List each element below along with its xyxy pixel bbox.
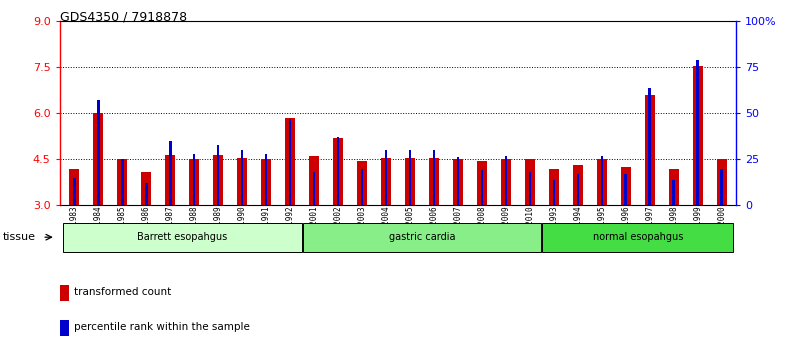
Bar <box>716 159 728 205</box>
Bar <box>313 172 315 205</box>
Bar <box>165 155 175 205</box>
Bar <box>96 101 100 205</box>
Bar <box>529 172 532 205</box>
Text: normal esopahgus: normal esopahgus <box>593 232 683 242</box>
Bar <box>501 159 511 205</box>
Bar <box>696 60 700 205</box>
Bar <box>217 144 220 205</box>
Bar <box>72 178 76 205</box>
Bar <box>141 172 151 205</box>
Bar <box>525 159 536 205</box>
Bar <box>693 66 704 205</box>
Bar <box>625 174 627 205</box>
Bar <box>457 158 459 205</box>
Bar <box>505 156 507 205</box>
Bar <box>63 223 302 251</box>
Bar <box>289 119 291 205</box>
Bar <box>596 159 607 205</box>
Bar <box>669 169 679 205</box>
Text: GDS4350 / 7918878: GDS4350 / 7918878 <box>60 11 187 24</box>
Bar <box>649 87 651 205</box>
Bar <box>408 150 412 205</box>
Bar <box>145 183 147 205</box>
Bar <box>302 223 541 251</box>
Text: gastric cardia: gastric cardia <box>388 232 455 242</box>
Bar <box>264 154 267 205</box>
Bar <box>169 141 171 205</box>
Bar <box>481 170 483 205</box>
Bar <box>121 159 123 205</box>
Bar <box>357 161 368 205</box>
Bar <box>572 165 583 205</box>
Bar <box>309 156 319 205</box>
Text: transformed count: transformed count <box>74 287 171 297</box>
Bar <box>361 169 364 205</box>
Bar <box>673 179 675 205</box>
Bar <box>213 155 224 205</box>
Bar <box>117 159 127 205</box>
Bar <box>432 150 435 205</box>
Bar <box>645 95 655 205</box>
Bar <box>720 169 724 205</box>
Bar <box>453 159 463 205</box>
Bar <box>236 158 248 205</box>
Bar <box>380 158 392 205</box>
Bar <box>542 223 733 251</box>
Bar <box>428 158 439 205</box>
Bar <box>600 156 603 205</box>
Bar <box>240 150 244 205</box>
Bar <box>193 154 196 205</box>
Bar <box>552 179 556 205</box>
Text: Barrett esopahgus: Barrett esopahgus <box>137 232 227 242</box>
Bar <box>285 118 295 205</box>
Bar <box>477 161 487 205</box>
Bar <box>384 150 388 205</box>
Bar <box>68 169 80 205</box>
Bar <box>260 159 271 205</box>
Text: percentile rank within the sample: percentile rank within the sample <box>74 322 250 332</box>
Bar <box>333 138 343 205</box>
Bar <box>337 137 339 205</box>
Bar <box>404 158 416 205</box>
Text: tissue: tissue <box>2 232 35 242</box>
Bar <box>576 174 579 205</box>
Bar <box>189 159 200 205</box>
Bar <box>92 113 103 205</box>
Bar <box>621 167 631 205</box>
Bar <box>548 169 560 205</box>
